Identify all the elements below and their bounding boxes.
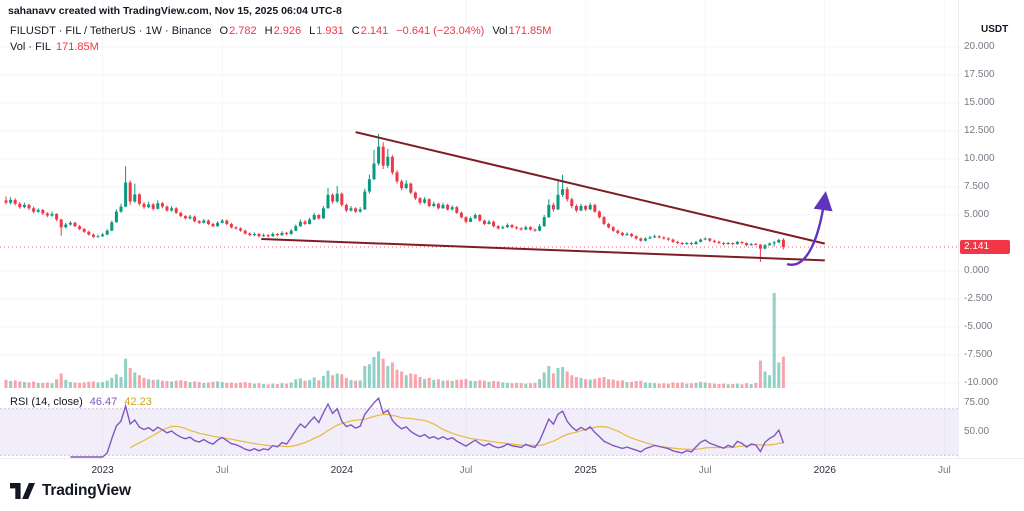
volume-bars bbox=[4, 293, 785, 389]
time-axis-label: Jul bbox=[698, 465, 712, 476]
rsi-line[interactable] bbox=[70, 396, 785, 458]
volume-legend[interactable]: Vol · FIL 171.85M bbox=[10, 41, 99, 53]
rsi-axis-label: 75.00 bbox=[964, 397, 990, 408]
wedge-upper-trendline[interactable] bbox=[355, 131, 826, 245]
time-axis-label: 2026 bbox=[813, 465, 836, 476]
price-axis-label: 0.000 bbox=[964, 265, 990, 276]
time-axis-label: 2023 bbox=[91, 465, 114, 476]
last-price-badge: 2.141 bbox=[960, 240, 1010, 255]
symbol-title[interactable]: FILUSDT · FIL / TetherUS · 1W · Binance bbox=[10, 25, 212, 37]
snapshot-attribution: sahanavv created with TradingView.com, N… bbox=[8, 5, 342, 17]
change-value: −0.641 (−23.04%) bbox=[396, 25, 485, 37]
rsi-ma-legend-value: 42.23 bbox=[124, 396, 152, 408]
high-value: H 2.926 bbox=[264, 25, 302, 37]
grid bbox=[0, 0, 958, 458]
time-axis-label: 2025 bbox=[574, 465, 597, 476]
symbol-legend[interactable]: FILUSDT · FIL / TetherUS · 1W · Binance … bbox=[10, 25, 551, 37]
wedge-lower-trendline[interactable] bbox=[261, 238, 825, 262]
price-axis-label: 15.000 bbox=[964, 97, 995, 108]
price-axis-label: 12.500 bbox=[964, 125, 995, 136]
price-axis-label: -7.500 bbox=[964, 349, 993, 360]
close-value: C 2.141 bbox=[351, 25, 389, 37]
tradingview-logo[interactable]: TradingView bbox=[10, 482, 131, 500]
main-chart[interactable] bbox=[0, 0, 958, 458]
rsi-band bbox=[0, 408, 958, 456]
rsi-legend-title[interactable]: RSI (14, close) bbox=[10, 396, 83, 408]
volume-legend-value: 171.85M bbox=[55, 41, 99, 53]
tradingview-logo-icon bbox=[10, 483, 35, 499]
volume-inline-value: Vol 171.85M bbox=[492, 25, 552, 37]
price-axis-label: -2.500 bbox=[964, 293, 993, 304]
tradingview-logo-text: TradingView bbox=[42, 482, 131, 499]
breakout-arrow-annotation[interactable] bbox=[786, 191, 833, 266]
time-axis-label: Jul bbox=[215, 465, 229, 476]
candles bbox=[4, 133, 785, 262]
price-axis-label: 17.500 bbox=[964, 69, 995, 80]
time-axis-label: Jul bbox=[459, 465, 473, 476]
price-axis-label: 10.000 bbox=[964, 153, 995, 164]
price-axis-label: 7.500 bbox=[964, 181, 990, 192]
price-axis-label: 20.000 bbox=[964, 41, 995, 52]
price-axis-label: -10.000 bbox=[964, 377, 998, 388]
open-value: O 2.782 bbox=[219, 25, 257, 37]
price-axis-label: 5.000 bbox=[964, 209, 990, 220]
price-axis-label: -5.000 bbox=[964, 321, 993, 332]
time-axis-label: 2024 bbox=[330, 465, 353, 476]
rsi-axis-label: 50.00 bbox=[964, 426, 990, 437]
time-axis[interactable]: 2023 Jul 2024 Jul 2025 Jul 2026 Jul bbox=[0, 458, 1024, 485]
low-value: L 1.931 bbox=[309, 25, 344, 37]
price-axis[interactable]: USDT 2.141 20.000 17.500 15.000 12.500 10.00… bbox=[958, 0, 1024, 458]
rsi-ma-line[interactable] bbox=[129, 413, 784, 451]
rsi-legend-value: 46.47 bbox=[89, 396, 118, 408]
time-axis-label: Jul bbox=[937, 465, 951, 476]
axis-currency-label[interactable]: USDT bbox=[981, 24, 1009, 35]
rsi-legend[interactable]: RSI (14, close) 46.47 42.23 bbox=[10, 396, 152, 408]
volume-legend-title[interactable]: Vol · FIL bbox=[10, 41, 51, 53]
